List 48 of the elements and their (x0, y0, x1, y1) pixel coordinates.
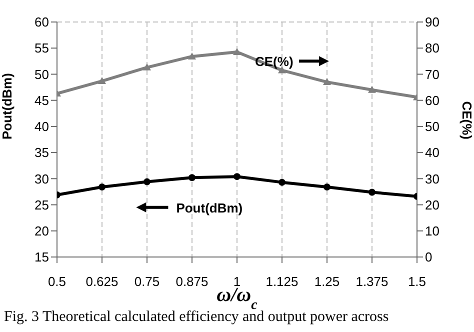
y-tick-label: 55 (34, 40, 49, 56)
y2-tick-label: 70 (425, 66, 440, 82)
point (143, 63, 151, 70)
line-series (57, 173, 417, 200)
y2-tick-label: 30 (425, 171, 440, 186)
y-tick-label: 20 (34, 224, 49, 239)
point (278, 178, 286, 186)
y-axis-title: Pout(dBm) (0, 73, 15, 140)
point (188, 52, 196, 60)
x-tick-label: 0.625 (86, 274, 118, 290)
annotation: CE(%) (255, 54, 294, 70)
y-tick-label: 35 (34, 145, 49, 160)
point (234, 173, 240, 180)
y2-tick-label: 40 (425, 145, 440, 160)
point (144, 178, 150, 186)
point (188, 174, 196, 182)
y2-tick-label: 80 (425, 40, 440, 56)
point (368, 86, 376, 93)
y2-axis-title: CE(%) (459, 101, 474, 140)
y2-tick-label: 60 (425, 92, 440, 108)
point (368, 188, 376, 196)
caption: Fig. 3 Theoretical calculated efficiency and output power across (4, 309, 389, 326)
x-tick-label: 0.75 (134, 274, 160, 290)
point (98, 77, 106, 84)
y-tick-label: 15 (34, 250, 49, 265)
x-tick-label: 0.875 (176, 274, 208, 290)
y2-tick-label: 90 (425, 14, 440, 30)
y-tick-label: 25 (34, 197, 49, 212)
y-tick-label: 45 (34, 92, 49, 108)
point (98, 184, 106, 191)
point (323, 78, 331, 86)
point (324, 184, 330, 191)
point (233, 48, 241, 56)
y-tick-label: 50 (34, 66, 49, 82)
y2-tick-label: 50 (425, 119, 440, 134)
y-tick-label: 40 (34, 119, 49, 134)
x-tick-label: 1.125 (266, 274, 298, 290)
x-tick-label: 1.25 (314, 274, 340, 290)
x-tick-label: 1 (233, 274, 241, 290)
x-tick-label: 0.5 (48, 274, 66, 290)
x-tick-label: 1.375 (356, 274, 388, 290)
y2-tick-label: 10 (425, 224, 440, 239)
y2-tick-label: 0 (425, 250, 432, 265)
y2-tick-label: 20 (425, 197, 440, 212)
annotation: Pout(dBm) (176, 200, 243, 216)
y-tick-label: 60 (34, 14, 49, 30)
y-tick-label: 30 (34, 171, 49, 186)
x-tick-label: 1.5 (408, 274, 426, 290)
